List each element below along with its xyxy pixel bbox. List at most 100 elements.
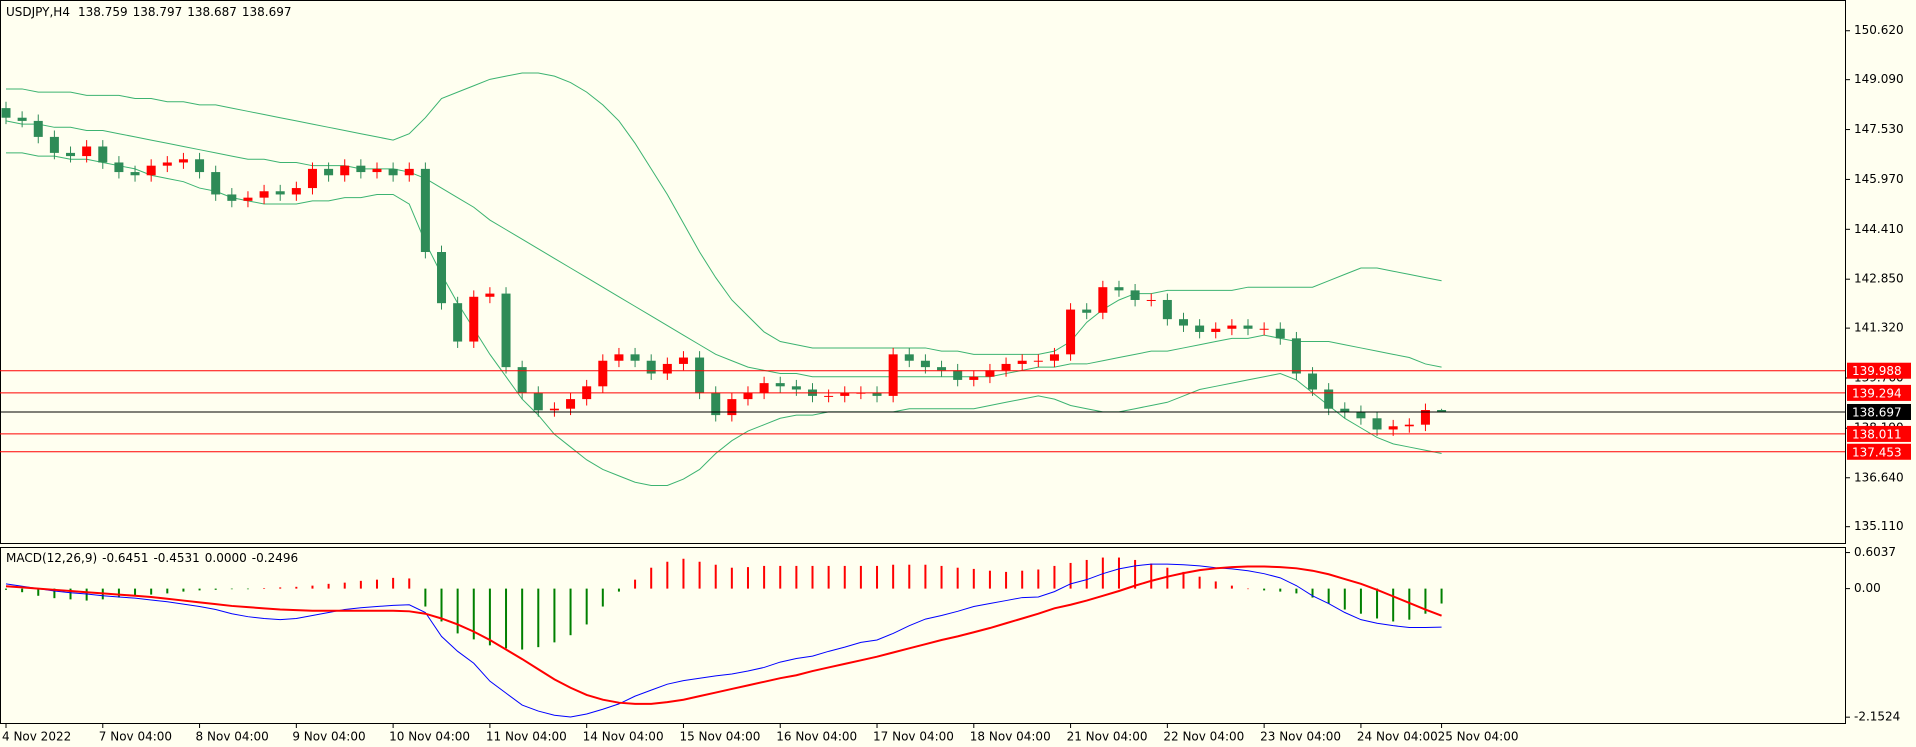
price-label-box <box>1847 403 1911 420</box>
level-label: 137.453 <box>1852 445 1902 459</box>
x-tick-label: 21 Nov 04:00 <box>1067 730 1148 744</box>
candle-body <box>678 357 688 364</box>
x-tick-label: 23 Nov 04:00 <box>1260 730 1341 744</box>
macd-bar <box>795 565 798 589</box>
level-label: 139.988 <box>1852 364 1902 378</box>
candle-body <box>1243 325 1253 329</box>
candle-body <box>727 399 737 416</box>
macd-bar <box>521 588 524 650</box>
macd-bar <box>117 588 120 598</box>
macd-bar <box>37 588 40 596</box>
candle-body <box>1066 309 1076 355</box>
y-tick-label: 136.640 <box>1854 470 1904 484</box>
candle-body <box>259 191 269 198</box>
macd-bar <box>843 565 846 589</box>
macd-value: -0.6451 <box>102 551 148 565</box>
macd-bar <box>585 588 588 625</box>
macd-bar <box>601 588 604 607</box>
macd-bar <box>1021 570 1024 589</box>
candle-body <box>937 367 947 371</box>
x-tick-label: 14 Nov 04:00 <box>583 730 664 744</box>
candle-body <box>1178 319 1188 326</box>
level-label: 138.011 <box>1852 427 1902 441</box>
candle-body <box>711 392 721 416</box>
candle-body <box>275 191 285 195</box>
indicator-line <box>5 120 1442 378</box>
macd-bar <box>956 567 959 589</box>
candle-body <box>146 165 156 176</box>
candle-body <box>243 197 253 201</box>
macd-bar <box>714 564 717 589</box>
candle-body <box>953 370 963 380</box>
x-tick-label: 8 Nov 04:00 <box>196 730 269 744</box>
level-label-box <box>1847 425 1911 442</box>
macd-bar <box>1311 588 1314 598</box>
x-tick-label: 24 Nov 04:00 <box>1357 730 1438 744</box>
macd-bar <box>746 567 749 589</box>
candle-body <box>1275 328 1285 339</box>
macd-bar <box>5 588 7 590</box>
candle-body <box>307 168 317 189</box>
x-tick-label: 10 Nov 04:00 <box>389 730 470 744</box>
macd-bar <box>1327 588 1330 604</box>
macd-bar <box>827 565 830 589</box>
candle-body <box>1001 363 1011 371</box>
x-tick-label: 17 Nov 04:00 <box>873 730 954 744</box>
y-tick-label: -2.1524 <box>1854 710 1900 724</box>
macd-bar <box>617 588 620 592</box>
candle-body <box>791 386 801 390</box>
macd-bar <box>1005 571 1008 589</box>
macd-bar <box>1376 588 1379 619</box>
y-tick-label: 0.00 <box>1854 581 1881 595</box>
indicator-line <box>6 152 1442 486</box>
candle-body <box>630 354 640 361</box>
macd-bar <box>1117 557 1120 589</box>
candle-body <box>1259 328 1269 330</box>
candle-body <box>1033 360 1043 362</box>
candle-body <box>1 108 11 118</box>
y-tick-label: 149.090 <box>1854 72 1904 86</box>
macd-bar <box>375 579 378 589</box>
y-tick-label: 142.850 <box>1854 272 1904 286</box>
macd-bar <box>634 579 637 589</box>
macd-bar <box>1230 585 1233 589</box>
y-tick-label: 0.6037 <box>1854 545 1896 559</box>
candle-body <box>824 395 834 397</box>
candle-body <box>549 408 559 411</box>
macd-bar <box>1134 559 1137 589</box>
macd-bar <box>343 582 346 589</box>
candle-body <box>356 165 366 173</box>
y-tick-label: 147.530 <box>1854 122 1904 136</box>
candle-body <box>743 392 753 400</box>
candle-body <box>49 136 59 153</box>
candle-body <box>888 354 898 396</box>
high-value: 138.797 <box>133 5 183 19</box>
macd-bar <box>1053 565 1056 589</box>
macd-bar <box>21 588 24 593</box>
macd-bar <box>246 588 249 590</box>
candle-body <box>566 399 576 409</box>
x-tick-label: 16 Nov 04:00 <box>776 730 857 744</box>
candle-body <box>1162 299 1172 320</box>
candle-body <box>1227 325 1237 329</box>
macd-bar <box>1295 588 1298 594</box>
candle-body <box>453 303 463 342</box>
candle-body <box>1082 309 1092 313</box>
candle-body <box>1017 360 1027 364</box>
macd-bar <box>1279 588 1282 592</box>
candle-body <box>130 172 140 176</box>
candle-body <box>1291 338 1301 374</box>
candle-body <box>775 383 785 387</box>
candle-body <box>404 168 414 176</box>
candle-body <box>533 392 543 411</box>
macd-bar <box>1408 588 1411 620</box>
macd-bar <box>1214 581 1217 589</box>
macd-bar <box>150 588 153 595</box>
candle-body <box>211 172 221 195</box>
candle-body <box>985 370 995 377</box>
macd-bar <box>1424 588 1427 614</box>
macd-bar <box>1440 588 1443 604</box>
macd-bar <box>682 558 685 589</box>
candle-body <box>840 392 850 396</box>
